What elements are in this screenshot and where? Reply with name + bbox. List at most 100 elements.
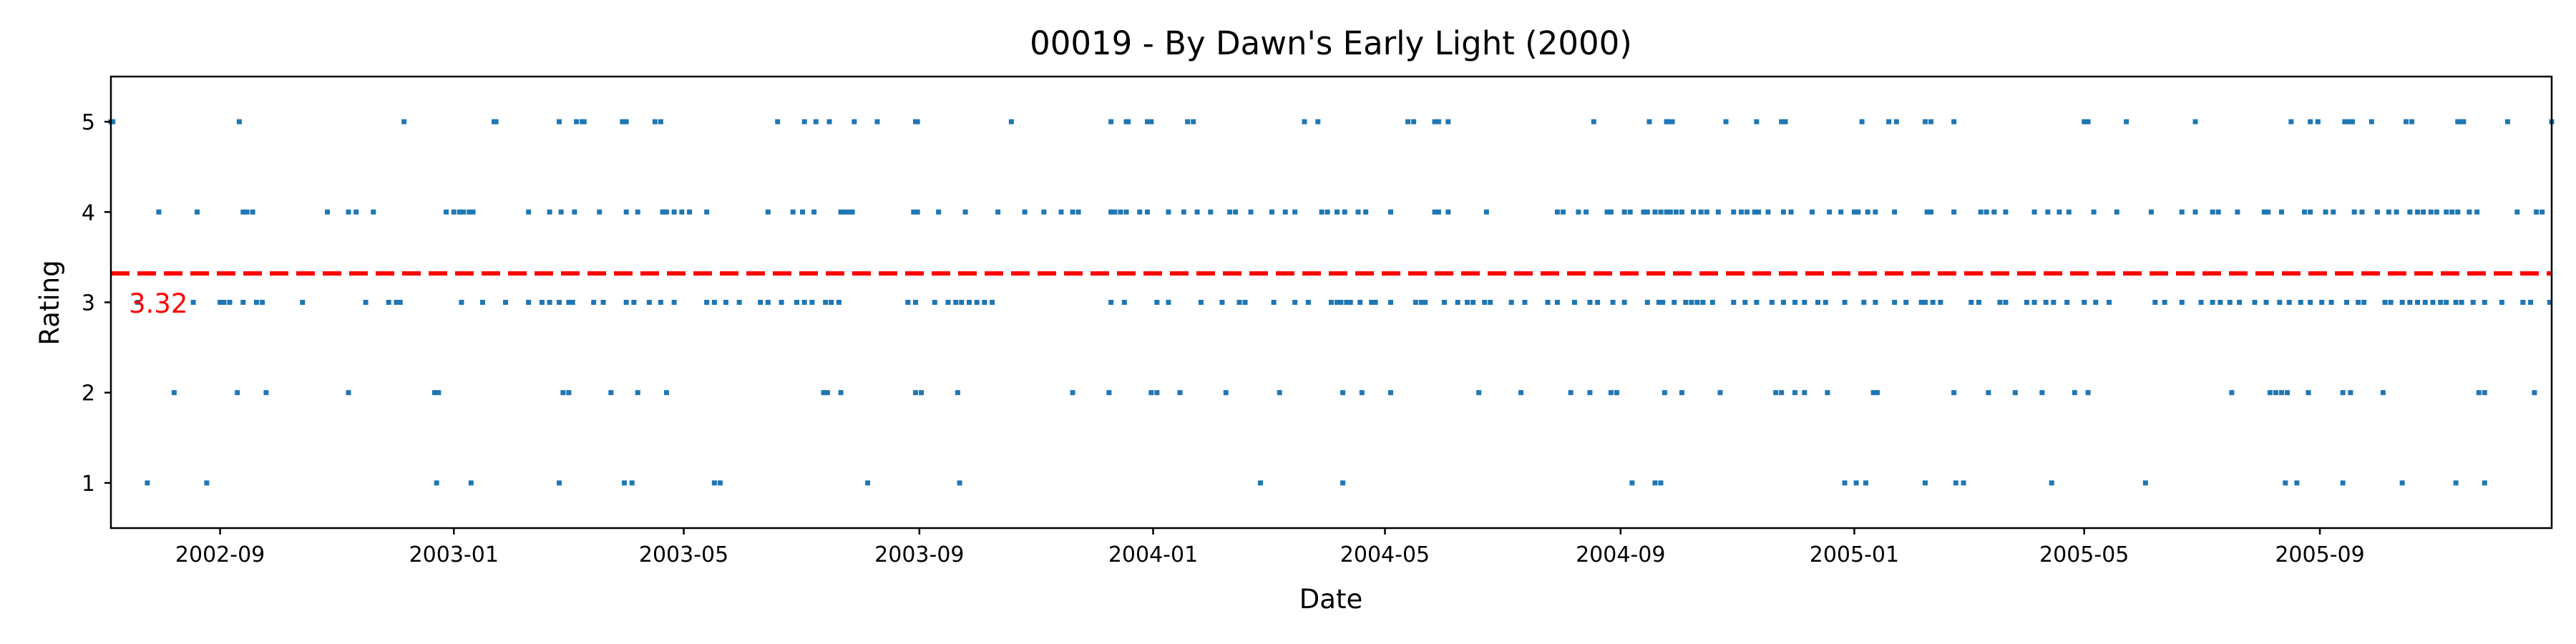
x-tick-label: 2004-09 [1576,542,1665,567]
data-point [794,300,800,305]
data-point [1148,119,1154,125]
data-point [1572,300,1578,305]
x-tick-label: 2004-01 [1108,542,1198,567]
data-point [1754,300,1760,305]
data-point [2415,209,2421,215]
data-point [1997,300,2003,305]
data-point [1545,300,1551,305]
data-point [1070,390,1075,396]
data-point [2057,209,2062,215]
data-point [1842,300,1848,305]
data-point [2267,390,2273,396]
data-point [1123,209,1129,215]
data-point [838,209,844,215]
data-point [2091,209,2097,215]
data-point [1144,119,1150,125]
data-point [2359,209,2365,215]
data-point [260,300,265,305]
data-point [1903,300,1909,305]
data-point [2344,300,2350,305]
data-point [250,209,255,215]
data-point [1482,300,1488,305]
data-point [1126,119,1131,125]
data-point [1928,209,1934,215]
data-point [2031,300,2037,305]
data-point [1842,480,1848,486]
data-point [1893,119,1899,125]
x-tick-label: 2002-09 [175,542,265,567]
data-point [2421,209,2426,215]
data-point [353,209,359,215]
data-point [1359,390,1365,396]
data-point [1930,300,1936,305]
data-point [1765,209,1771,215]
data-point [1855,209,1861,215]
data-point [1488,300,1493,305]
data-point [1435,119,1441,125]
data-point [2404,119,2409,125]
data-point [1269,209,1275,215]
data-point [1319,209,1324,215]
data-point [1928,119,1934,125]
data-point [1347,300,1353,305]
data-point [2235,209,2240,215]
x-tick-label: 2004-05 [1340,542,1430,567]
data-point [493,119,499,125]
data-point [1106,390,1112,396]
data-point [2520,300,2526,305]
data-point [1470,300,1476,305]
data-point [1198,300,1204,305]
data-point [1369,300,1375,305]
data-point [1918,300,1924,305]
data-point [962,209,968,215]
data-point [608,390,614,396]
data-point [434,480,439,486]
data-point [1976,300,1981,305]
data-point [846,209,852,215]
data-point [2374,209,2380,215]
data-point [1731,209,1737,215]
data-point [824,390,830,396]
data-point [2315,119,2321,125]
data-point [955,390,960,396]
data-point [1154,390,1160,396]
data-point [800,209,806,215]
data-point [1070,209,1075,215]
data-point [346,209,351,215]
data-point [1435,209,1441,215]
data-point [1662,390,1667,396]
data-point [371,209,376,215]
data-point [1335,300,1340,305]
data-point [1672,300,1677,305]
data-point [1340,390,1346,396]
data-point [2003,300,2009,305]
data-point [1738,209,1744,215]
data-point [2210,209,2215,215]
data-point [2285,390,2290,396]
data-point [1108,300,1114,305]
data-point [1691,209,1697,215]
data-point [145,480,150,486]
data-point [905,300,911,305]
data-point [2444,209,2449,215]
data-point [2277,300,2283,305]
data-point [1108,119,1114,125]
data-point [1227,209,1233,215]
data-point [2237,300,2243,305]
data-point [2283,480,2288,486]
data-point [1698,209,1704,215]
data-point [2263,300,2269,305]
data-point [1652,480,1658,486]
data-point [2114,209,2119,215]
data-point [1658,480,1664,486]
data-point [635,390,640,396]
data-point [995,209,1001,215]
data-point [2407,300,2413,305]
data-point [570,300,575,305]
data-point [1208,209,1214,215]
data-point [829,300,834,305]
data-point [1595,300,1601,305]
data-point [2082,300,2087,305]
data-point [2179,300,2185,305]
